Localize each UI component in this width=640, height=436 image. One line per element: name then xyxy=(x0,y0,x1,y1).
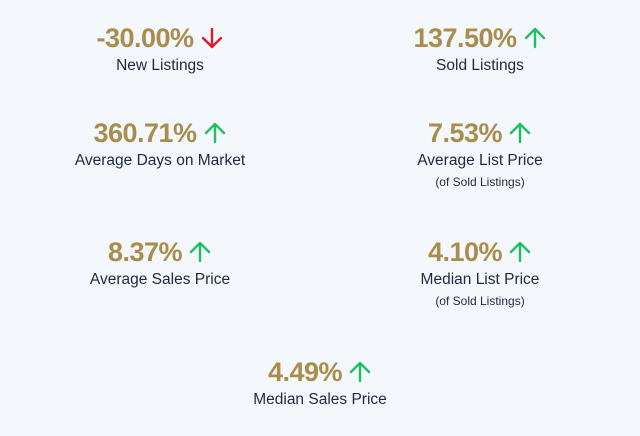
stat-value: 8.37% xyxy=(107,236,183,267)
stat-tile: 4.49% Median Sales Price xyxy=(170,355,470,409)
stat-value: 7.53% xyxy=(427,117,503,148)
value-row: 7.53% xyxy=(330,116,630,150)
stat-tile: 4.10% Median List Price (of Sold Listings) xyxy=(330,235,630,309)
value-row: 137.50% xyxy=(330,21,630,55)
stat-value: 360.71% xyxy=(93,117,197,148)
stat-sublabel: (of Sold Listings) xyxy=(435,175,525,189)
stat-label: Sold Listings xyxy=(436,57,524,74)
value-row: 4.10% xyxy=(330,235,630,269)
stat-tile: 137.50% Sold Listings xyxy=(330,21,630,75)
stat-sublabel: (of Sold Listings) xyxy=(435,294,525,308)
value-row: 360.71% xyxy=(10,116,310,150)
arrow-up xyxy=(204,122,225,144)
stat-value: -30.00% xyxy=(96,22,194,53)
stat-tile: 7.53% Average List Price (of Sold Listings… xyxy=(330,116,630,190)
stat-label: Median List Price xyxy=(420,271,540,288)
stat-tile: 8.37% Average Sales Price xyxy=(10,235,310,289)
arrow-up xyxy=(349,361,371,383)
stat-value: 4.49% xyxy=(267,356,343,387)
stat-label: New Listings xyxy=(116,57,204,74)
arrow-up xyxy=(509,122,531,144)
value-row: 8.37% xyxy=(10,235,310,269)
stat-label: Average Days on Market xyxy=(74,152,246,169)
stat-label: Average List Price xyxy=(417,152,543,169)
arrow-up xyxy=(509,241,531,263)
stat-value: 4.10% xyxy=(427,236,503,267)
stat-tile: -30.00% New Listings xyxy=(10,21,310,75)
stat-label: Median Sales Price xyxy=(253,391,387,408)
arrow-up xyxy=(524,27,545,49)
value-row: -30.00% xyxy=(10,21,310,55)
stat-tile: 360.71% Average Days on Market xyxy=(10,116,310,170)
arrow-down xyxy=(201,27,222,49)
stat-label: Average Sales Price xyxy=(89,271,231,288)
stat-value: 137.50% xyxy=(413,22,517,53)
value-row: 4.49% xyxy=(170,355,470,389)
arrow-up xyxy=(189,241,211,263)
